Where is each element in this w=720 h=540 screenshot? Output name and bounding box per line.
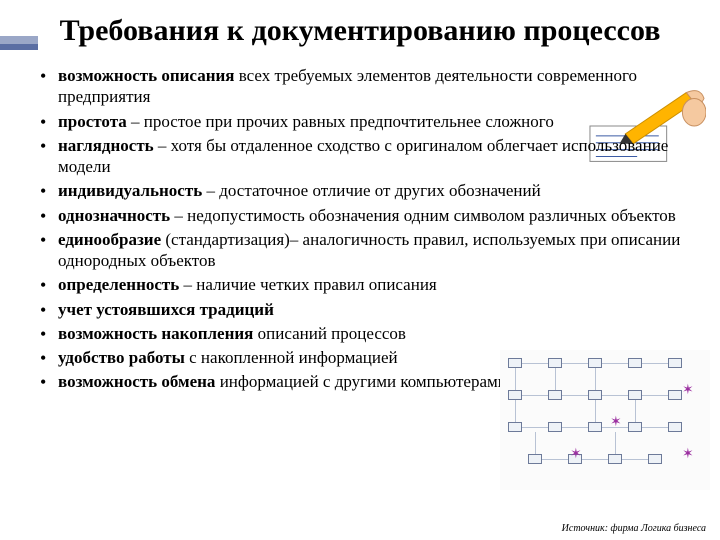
process-diagram-icon: ✶✶✶✶ [500,350,710,490]
bullet-list: возможность описания всех требуемых элем… [40,65,692,393]
term: наглядность [58,136,154,155]
list-item: возможность описания всех требуемых элем… [40,65,692,108]
source-label: Источник: фирма Логика бизнеса [562,523,706,534]
list-item: определенность – наличие четких правил о… [40,274,692,295]
title-region: Требования к документированию процессов [0,0,720,47]
list-item: простота – простое при прочих равных пре… [40,111,692,132]
term: простота [58,112,127,131]
term: удобство работы [58,348,185,367]
page-title: Требования к документированию процессов [60,14,661,47]
term: определенность [58,275,179,294]
term: единообразие [58,230,161,249]
term: индивидуальность [58,181,202,200]
desc: описаний процессов [253,324,406,343]
term: возможность обмена [58,372,215,391]
list-item: однозначность – недопустимость обозначен… [40,205,692,226]
desc: – недопустимость обозначения одним симво… [170,206,676,225]
list-item: наглядность – хотя бы отдаленное сходств… [40,135,692,178]
content-region: возможность описания всех требуемых элем… [0,47,720,393]
term: учет устоявшихся традиций [58,300,274,319]
term: возможность накопления [58,324,253,343]
desc: – достаточное отличие от других обозначе… [202,181,541,200]
term: возможность описания [58,66,234,85]
term: однозначность [58,206,170,225]
desc: информацией с другими компьютерами [215,372,506,391]
list-item: возможность накопления описаний процессо… [40,323,692,344]
list-item: единообразие (стандартизация)– аналогичн… [40,229,692,272]
list-item: индивидуальность – достаточное отличие о… [40,180,692,201]
list-item: учет устоявшихся традиций [40,299,692,320]
desc: – простое при прочих равных предпочтител… [127,112,554,131]
desc: – наличие четких правил описания [179,275,436,294]
desc: с накопленной информацией [185,348,398,367]
